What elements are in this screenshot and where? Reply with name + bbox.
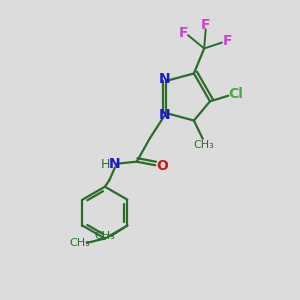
Text: CH₃: CH₃: [194, 140, 214, 150]
Text: O: O: [156, 159, 168, 173]
Text: N: N: [109, 157, 121, 171]
Text: F: F: [179, 26, 188, 40]
Text: CH₃: CH₃: [94, 231, 115, 241]
Text: F: F: [201, 18, 210, 32]
Text: F: F: [222, 34, 232, 48]
Text: N: N: [159, 72, 170, 86]
Text: N: N: [159, 108, 170, 122]
Text: H: H: [101, 158, 110, 170]
Text: Cl: Cl: [228, 87, 243, 101]
Text: CH₃: CH₃: [70, 238, 91, 248]
